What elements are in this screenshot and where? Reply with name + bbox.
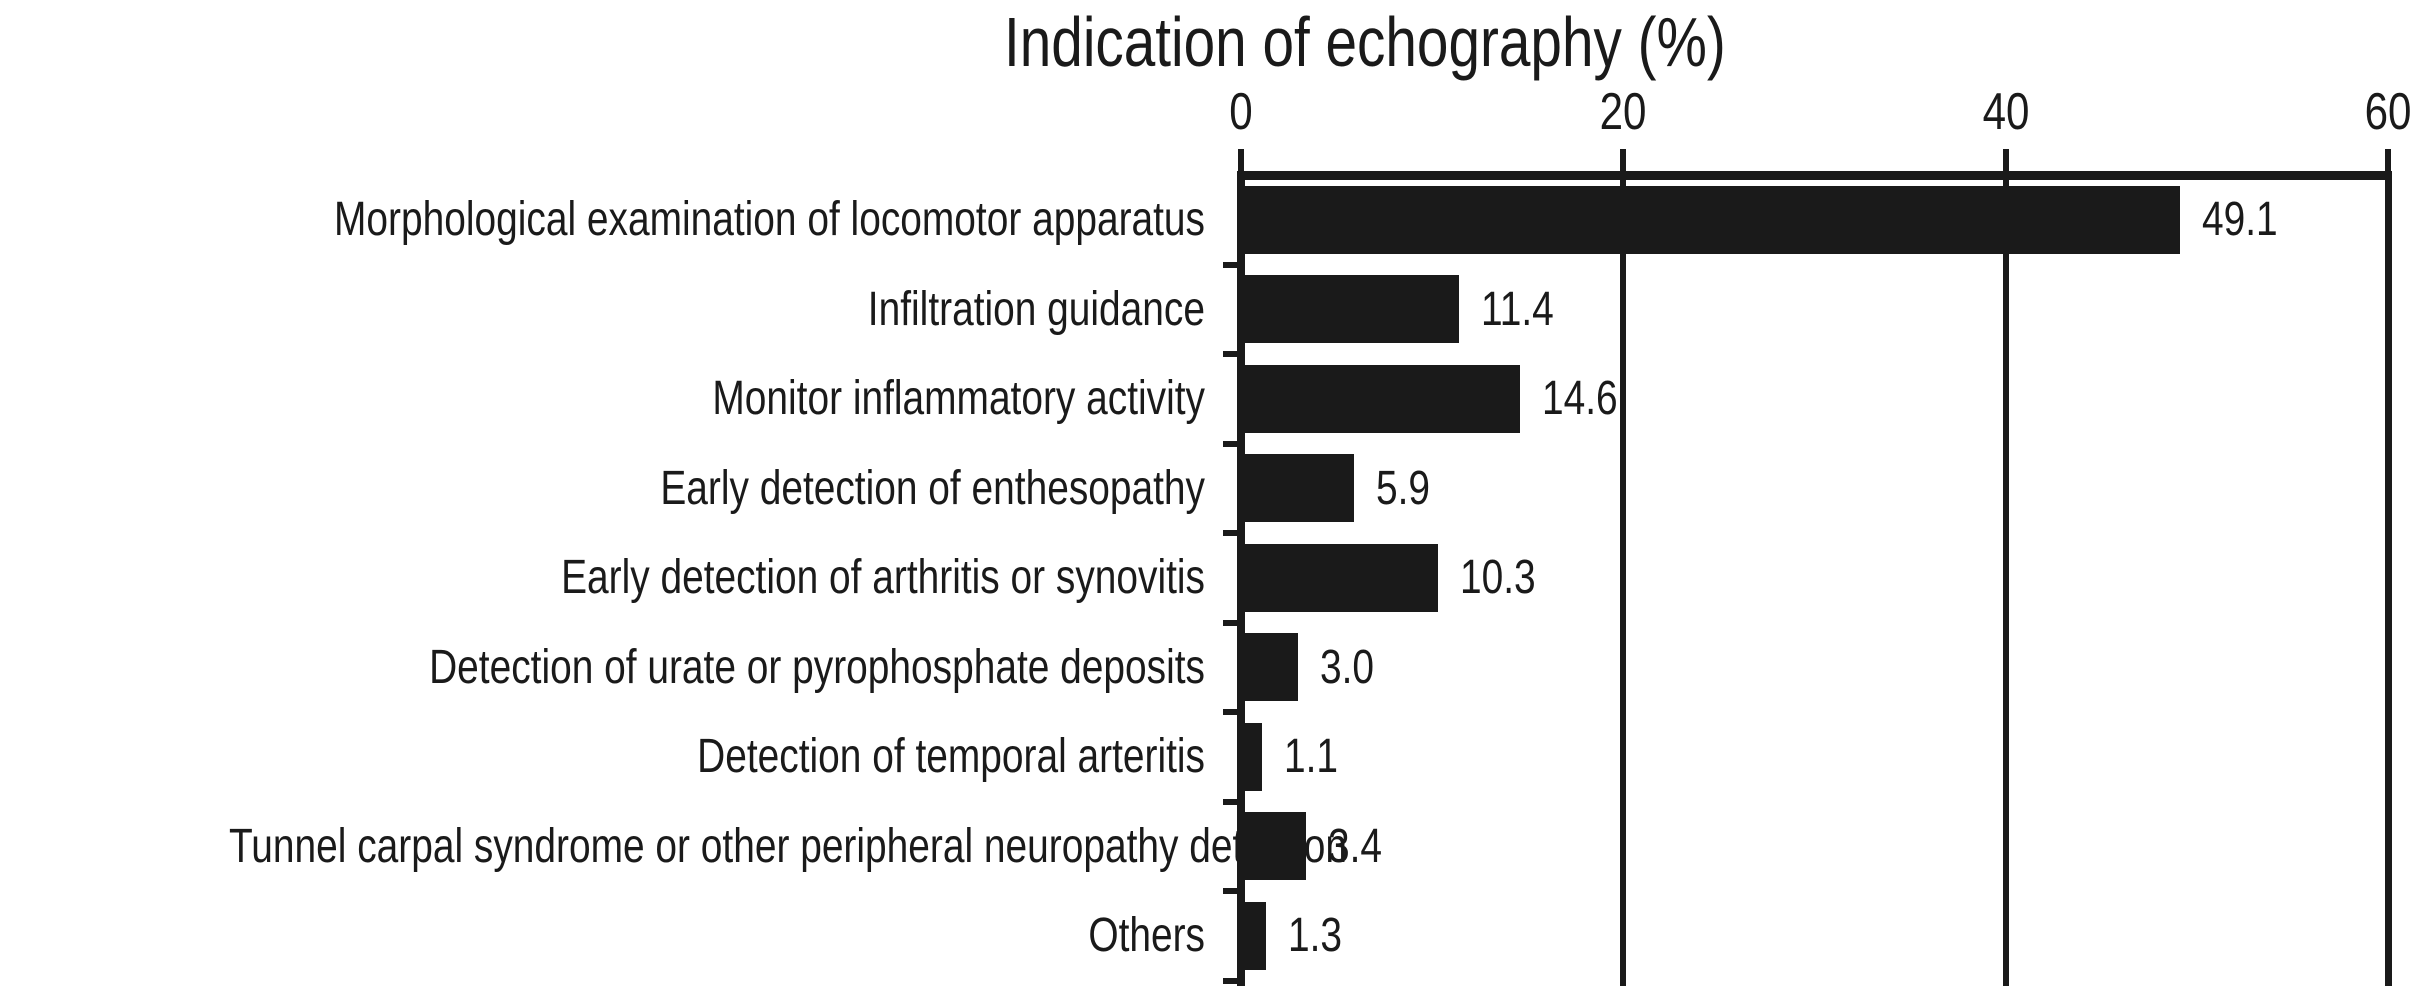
bar <box>1241 185 2180 254</box>
value-label: 11.4 <box>1480 282 1554 336</box>
x-tick-label: 20 <box>1599 83 1647 141</box>
bar <box>1241 364 1521 433</box>
bar <box>1241 633 1299 702</box>
x-tick-label: 40 <box>1982 83 2030 141</box>
category-label: Monitor inflammatory activity <box>712 372 1205 425</box>
grid-line <box>2002 175 2009 986</box>
x-axis-tick <box>1238 148 1244 171</box>
bar <box>1241 454 1354 523</box>
value-label: 1.3 <box>1287 909 1342 962</box>
bar <box>1241 275 1459 344</box>
y-axis-tick <box>1223 977 1237 984</box>
category-label: Early detection of enthesopathy <box>660 461 1205 515</box>
value-label: 49.1 <box>2201 193 2278 246</box>
x-axis-tick <box>1620 148 1627 171</box>
value-label: 5.9 <box>1375 461 1430 515</box>
x-axis-tick <box>2385 148 2391 171</box>
x-axis-line <box>1237 170 2392 180</box>
x-axis-tick <box>2002 148 2009 171</box>
bar <box>1241 812 1306 881</box>
category-label: Morphological examination of locomotor a… <box>334 193 1205 246</box>
value-label: 10.3 <box>1459 551 1536 604</box>
category-label: Infiltration guidance <box>867 282 1205 336</box>
grid-line <box>1620 175 1627 986</box>
bar <box>1241 901 1266 970</box>
x-tick-label: 60 <box>2364 83 2412 141</box>
category-label: Detection of urate or pyrophosphate depo… <box>429 640 1205 694</box>
category-label: Early detection of arthritis or synoviti… <box>561 551 1205 604</box>
y-axis-tick <box>1223 261 1237 268</box>
bar <box>1241 543 1438 612</box>
bar <box>1241 722 1263 791</box>
y-axis-tick <box>1223 619 1237 626</box>
x-tick-label: 0 <box>1229 83 1253 141</box>
category-label: Detection of temporal arteritis <box>697 730 1205 783</box>
y-axis-tick <box>1223 709 1237 715</box>
value-label: 14.6 <box>1542 372 1618 425</box>
y-axis-tick <box>1223 798 1237 805</box>
value-label: 1.1 <box>1284 730 1339 783</box>
y-axis-tick <box>1223 530 1237 536</box>
y-axis-tick <box>1223 351 1237 357</box>
y-axis-tick <box>1223 440 1237 447</box>
value-label: 3.0 <box>1320 640 1375 694</box>
value-label: 3.4 <box>1327 819 1383 873</box>
chart-title: Indication of echography (%) <box>1004 3 1726 81</box>
plot-right-border <box>2384 175 2392 986</box>
category-label: Others <box>1088 909 1205 962</box>
category-label: Tunnel carpal syndrome or other peripher… <box>228 819 1348 873</box>
y-axis-tick <box>1223 888 1237 894</box>
